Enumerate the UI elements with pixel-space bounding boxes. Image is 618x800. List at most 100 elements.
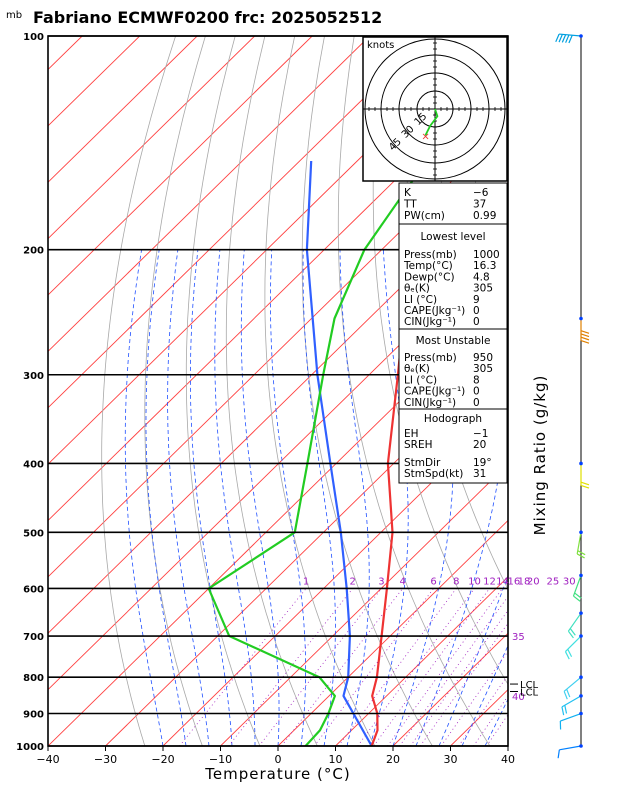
wind-barb-flag (577, 550, 586, 556)
x-tick-label: −10 (209, 753, 232, 766)
wind-barb-flag (566, 688, 571, 698)
isotherm-line (335, 576, 508, 746)
x-tick-label: 0 (275, 753, 282, 766)
mixing-ratio-label: 2 (349, 576, 355, 587)
lcl-label: LCL (520, 688, 539, 699)
mixing-ratio-line (419, 622, 508, 746)
mixing-ratio-label: 30 (563, 576, 576, 587)
wind-barb-flag (580, 484, 590, 489)
pressure-tick-label: 1000 (16, 742, 44, 753)
isotherm-line (162, 407, 508, 746)
mixing-ratio-line (440, 650, 508, 746)
moist-adiabat-line (124, 249, 164, 746)
wind-barb-base (579, 711, 583, 716)
dry-adiabat-line (592, 36, 618, 746)
index-value: 0 (473, 397, 480, 409)
moist-adiabat-line (339, 249, 370, 746)
wind-barb-base (579, 694, 583, 698)
mixing-ratio-line (313, 588, 434, 746)
index-value: −1 (473, 428, 488, 440)
pressure-tick-label: 500 (23, 528, 44, 539)
index-label: θₑ(K) (404, 283, 430, 295)
x-tick-label: −30 (94, 753, 117, 766)
mixing-ratio-label: 18 (518, 576, 531, 587)
pressure-tick-label: 900 (23, 710, 44, 721)
index-label: Press(mb) (404, 249, 457, 261)
wind-barb-flag (580, 330, 590, 334)
index-value: 9 (473, 294, 480, 306)
isotherm-line (48, 36, 428, 409)
wind-barb-staff (565, 635, 582, 653)
x-tick-label: 10 (329, 753, 343, 766)
index-label: PW(cm) (404, 210, 445, 222)
x-tick-label: 40 (501, 753, 515, 766)
wind-barb-flag (558, 34, 563, 43)
mixing-ratio-label: 4 (399, 576, 405, 587)
wind-barb-flag (580, 336, 590, 341)
hodograph-trace (424, 108, 439, 136)
wind-barb-flag (564, 651, 570, 660)
index-label: CIN(Jkg⁻¹) (404, 316, 456, 328)
wind-barb-flag (580, 481, 590, 486)
mixing-ratio-label: 6 (430, 576, 436, 587)
index-section-title: Most Unstable (416, 335, 491, 347)
isotherm-line (48, 36, 198, 183)
wind-barb-flag (576, 553, 585, 559)
x-tick-label: 20 (386, 753, 400, 766)
index-value: 950 (473, 352, 493, 364)
wind-barb-staff (567, 612, 582, 632)
moist-adiabat-line (302, 249, 336, 746)
dry-adiabat-line (264, 36, 376, 746)
index-value: 20 (473, 439, 486, 451)
x-tick-label: −20 (151, 753, 174, 766)
wind-barb-flag (580, 339, 590, 344)
wind-barb-flag (565, 34, 570, 43)
pressure-tick-label: 600 (23, 584, 44, 595)
pressure-tick-label: 400 (23, 459, 44, 470)
dry-adiabat-line (144, 36, 206, 746)
mixing-ratio-axis-title: Mixing Ratio (g/kg) (531, 375, 549, 536)
isotherm-line (220, 463, 508, 746)
index-label: K (404, 187, 412, 199)
moist-adiabat-line (167, 249, 210, 746)
wind-barb-flag (561, 706, 565, 716)
index-value: 305 (473, 283, 493, 295)
index-label: LI (°C) (404, 374, 437, 386)
index-label: StmDir (404, 457, 441, 469)
mixing-ratio-label: 14 (496, 576, 509, 587)
isotherm-line (48, 36, 256, 240)
pressure-tick-label: 800 (23, 673, 44, 684)
wind-barb-staff (559, 745, 582, 751)
wind-barb-staff (563, 676, 582, 692)
wind-barb-flag (563, 691, 568, 700)
index-value: 16.3 (473, 260, 496, 272)
mixing-ratio-label: 3 (378, 576, 384, 587)
wind-barb-flag (564, 705, 568, 714)
isotherm-line (48, 36, 313, 296)
index-label: StmSpd(kt) (404, 468, 463, 480)
isotherm-line (48, 36, 141, 127)
dry-adiabat-line (185, 36, 261, 746)
x-tick-label: 30 (444, 753, 458, 766)
mixing-ratio-label: 20 (527, 576, 540, 587)
wind-barb-base (579, 675, 583, 679)
wind-barb-base (579, 316, 583, 321)
index-value: 19° (473, 457, 492, 469)
index-value: 4.8 (473, 271, 490, 283)
lcl-label: LCL (520, 680, 539, 691)
mixing-ratio-line (458, 674, 508, 746)
mixing-ratio-label: 12 (483, 576, 496, 587)
index-box-general (398, 182, 508, 225)
moist-adiabat-line (484, 698, 508, 746)
x-axis-title: Temperature (°C) (204, 765, 350, 783)
wind-barb-staff (572, 575, 582, 597)
mixing-ratio-label: 16 (508, 576, 521, 587)
wind-barb-staff (561, 695, 582, 708)
wind-barb-flag (580, 333, 590, 338)
pressure-tick-label: 200 (23, 246, 44, 257)
index-label: TT (403, 199, 417, 211)
dry-adiabat-line (225, 36, 318, 746)
index-value: 0 (473, 316, 480, 328)
index-value: 0 (473, 305, 480, 317)
pressure-tick-label: 100 (23, 32, 44, 43)
